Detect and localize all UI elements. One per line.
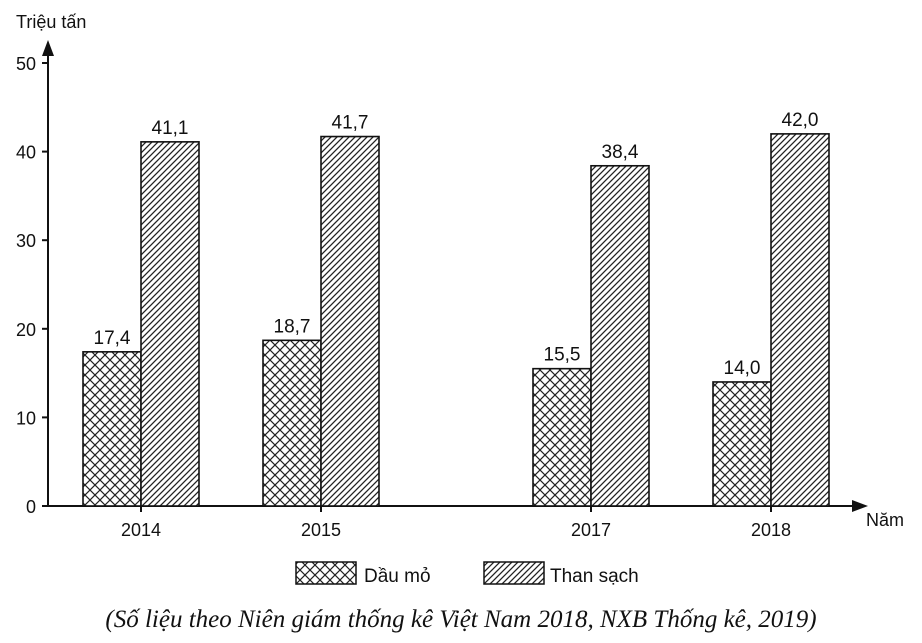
y-tick-label: 10 bbox=[16, 408, 36, 428]
x-tick-label: 2017 bbox=[571, 520, 611, 540]
chart: Triệu tấn Năm 0 10 20 30 40 50 17,4 41,1 18,7 41… bbox=[16, 12, 904, 587]
legend: Dầu mỏ Than sạch bbox=[295, 561, 639, 587]
x-tick-label: 2015 bbox=[301, 520, 341, 540]
bars: 17,4 41,1 18,7 41,7 15,5 38,4 14,0 42,0 bbox=[82, 110, 830, 507]
bar-dau-mo-2018 bbox=[712, 381, 772, 507]
bar-dau-mo-2015 bbox=[262, 339, 322, 507]
y-tick-label: 30 bbox=[16, 231, 36, 251]
x-tick-label: 2014 bbox=[121, 520, 161, 540]
bar-than-sach-2017 bbox=[590, 164, 650, 507]
bar-than-sach-2015 bbox=[320, 135, 380, 507]
bar-value-label: 38,4 bbox=[602, 142, 639, 163]
bar-value-label: 42,0 bbox=[782, 110, 819, 131]
y-tick-label: 40 bbox=[16, 143, 36, 163]
y-ticks: 0 10 20 30 40 50 bbox=[16, 54, 48, 517]
bar-dau-mo-2014 bbox=[82, 351, 142, 507]
bar-than-sach-2014 bbox=[140, 141, 200, 507]
legend-label-dau-mo: Dầu mỏ bbox=[364, 566, 431, 587]
bar-value-label: 15,5 bbox=[544, 345, 581, 366]
bar-dau-mo-2017 bbox=[532, 367, 592, 507]
x-axis-arrow bbox=[852, 500, 868, 512]
bar-value-label: 41,7 bbox=[332, 113, 369, 134]
bar-value-label: 17,4 bbox=[94, 328, 131, 349]
y-tick-label: 50 bbox=[16, 54, 36, 74]
bar-value-label: 18,7 bbox=[274, 316, 311, 337]
y-axis-arrow bbox=[42, 40, 54, 56]
legend-swatch-dau-mo bbox=[295, 561, 357, 585]
x-tick-label: 2018 bbox=[751, 520, 791, 540]
x-axis-label: Năm bbox=[866, 510, 904, 530]
legend-label-than-sach: Than sạch bbox=[550, 566, 639, 587]
y-tick-label: 0 bbox=[26, 497, 36, 517]
y-axis bbox=[42, 40, 54, 506]
legend-swatch-than-sach bbox=[483, 561, 545, 585]
y-tick-label: 20 bbox=[16, 320, 36, 340]
bar-value-label: 41,1 bbox=[152, 118, 189, 139]
source-caption: (Số liệu theo Niên giám thống kê Việt Na… bbox=[105, 606, 817, 633]
x-ticks: 2014 2015 2017 2018 bbox=[121, 506, 791, 540]
y-axis-label: Triệu tấn bbox=[16, 12, 86, 32]
bar-value-label: 14,0 bbox=[724, 358, 761, 379]
bar-than-sach-2018 bbox=[770, 133, 830, 507]
